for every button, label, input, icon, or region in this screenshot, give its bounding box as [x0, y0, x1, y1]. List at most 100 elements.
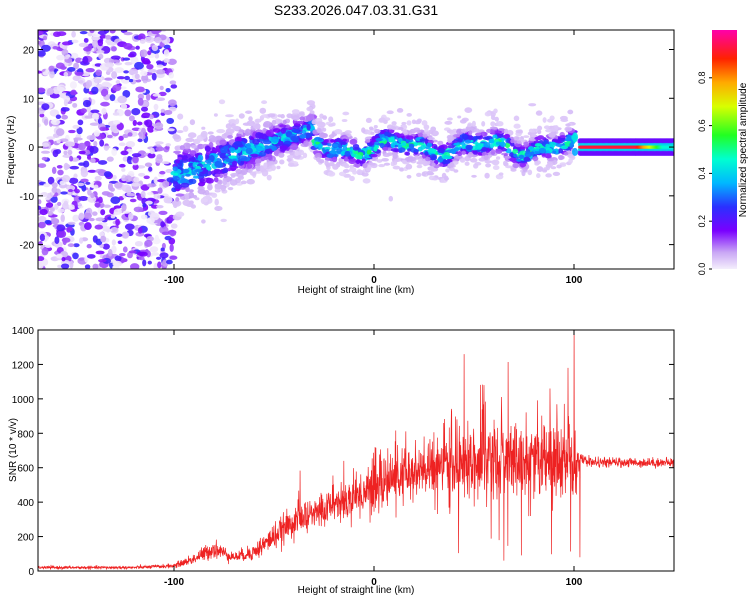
heatmap-cell	[324, 146, 331, 151]
heatmap-cell	[513, 136, 520, 141]
heatmap-cell	[61, 114, 68, 120]
heatmap-cell	[130, 182, 141, 187]
heatmap-cell	[38, 260, 44, 269]
heatmap-cell	[158, 91, 167, 97]
heatmap-cell	[78, 42, 89, 48]
heatmap-cell	[392, 153, 398, 159]
heatmap-cell	[118, 142, 126, 147]
heatmap-cell	[182, 168, 190, 174]
heatmap-cell	[56, 84, 66, 92]
heatmap-cell	[61, 256, 66, 262]
heatmap-cell	[73, 173, 78, 179]
heatmap-cell	[306, 100, 316, 106]
heatmap-cell	[123, 31, 133, 36]
heatmap-cell	[355, 158, 360, 165]
heatmap-cell	[87, 169, 97, 173]
heatmap-cell	[40, 150, 51, 154]
heatmap-cell	[43, 183, 51, 188]
heatmap-cell	[131, 108, 141, 116]
colorbar-label: Normalized spectral amplitude	[738, 82, 749, 217]
heatmap-cell	[85, 79, 93, 88]
heatmap-cell	[420, 144, 426, 150]
heatmap-cell	[110, 59, 120, 63]
heatmap-cell	[530, 151, 535, 156]
snr-series-line	[38, 330, 674, 571]
heatmap-cell	[163, 195, 170, 204]
heatmap-cell	[38, 216, 47, 223]
snr-frame	[37, 329, 675, 572]
heatmap-cell	[352, 143, 360, 149]
heatmap-cell	[201, 219, 206, 224]
heatmap-cell	[446, 134, 453, 140]
y-tick-label: -10	[20, 192, 35, 203]
heatmap-cell	[352, 170, 358, 175]
heatmap-cell	[317, 137, 323, 141]
heatmap-cell	[119, 86, 127, 90]
heatmap-cell	[386, 110, 394, 115]
heatmap-cell	[154, 122, 164, 130]
heatmap-cell	[197, 188, 206, 195]
heatmap-cell	[418, 132, 423, 138]
heatmap-cell	[63, 55, 70, 60]
heatmap-cell	[204, 159, 212, 164]
heatmap-cell	[465, 144, 473, 150]
heatmap-cell	[537, 135, 545, 140]
heatmap-cell	[299, 134, 307, 139]
heatmap-cell	[383, 131, 389, 137]
heatmap-cell	[47, 176, 55, 185]
heatmap-cell	[535, 110, 543, 116]
heatmap-cell	[298, 111, 305, 115]
heatmap-cell	[261, 114, 270, 118]
heatmap-cell	[480, 147, 488, 152]
heatmap-cell	[413, 149, 420, 153]
colorbar-ticks: 0.0 0.2 0.4 0.6 0.8	[697, 72, 712, 275]
heatmap-cell	[427, 172, 435, 176]
heatmap-cell	[161, 161, 170, 165]
heatmap-cell	[208, 155, 215, 162]
heatmap-cell	[343, 164, 350, 169]
heatmap-cell	[331, 156, 338, 162]
heatmap-cell	[140, 190, 146, 199]
heatmap-cell	[512, 162, 519, 168]
heatmap-cell	[170, 84, 178, 89]
heatmap-cell	[267, 153, 273, 161]
heatmap-cell	[199, 178, 205, 183]
heatmap-cell	[467, 123, 472, 128]
heatmap-cell	[244, 110, 253, 114]
heatmap-cell	[124, 175, 133, 183]
heatmap-cell	[115, 80, 121, 84]
heatmap-cell	[348, 158, 357, 165]
heatmap-cell	[55, 114, 62, 120]
heatmap-cell	[68, 129, 76, 134]
heatmap-cell	[238, 113, 245, 119]
colorbar-tick-label: 0.6	[697, 119, 707, 132]
heatmap-cell	[324, 157, 330, 162]
heatmap-cell	[83, 212, 92, 220]
heatmap-cell	[151, 204, 159, 209]
heatmap-cell	[117, 95, 127, 104]
heatmap-cell	[319, 133, 324, 138]
heatmap-cell	[76, 126, 83, 135]
heatmap-cell	[168, 72, 175, 79]
heatmap-cell	[342, 145, 348, 151]
heatmap-cell	[166, 128, 175, 132]
heatmap-cell	[425, 156, 431, 162]
heatmap-cell	[342, 136, 349, 140]
heatmap-cell	[60, 263, 70, 269]
heatmap-cell	[355, 154, 363, 160]
heatmap-cell	[565, 123, 571, 127]
heatmap-cell	[69, 165, 80, 170]
heatmap-cell	[102, 243, 110, 250]
heatmap-cell	[547, 161, 554, 167]
heatmap-cell	[114, 62, 123, 66]
heatmap-cell	[73, 243, 80, 248]
heatmap-cell	[50, 118, 61, 126]
heatmap-cell	[431, 155, 437, 161]
heatmap-cell	[431, 162, 436, 167]
heatmap-cell	[490, 160, 497, 164]
heatmap-cell	[54, 236, 60, 245]
colorbar-tick-label: 0.2	[697, 215, 707, 228]
heatmap-cell	[267, 113, 276, 118]
y-tick-label: 200	[17, 533, 34, 544]
heatmap-cell	[172, 166, 179, 172]
